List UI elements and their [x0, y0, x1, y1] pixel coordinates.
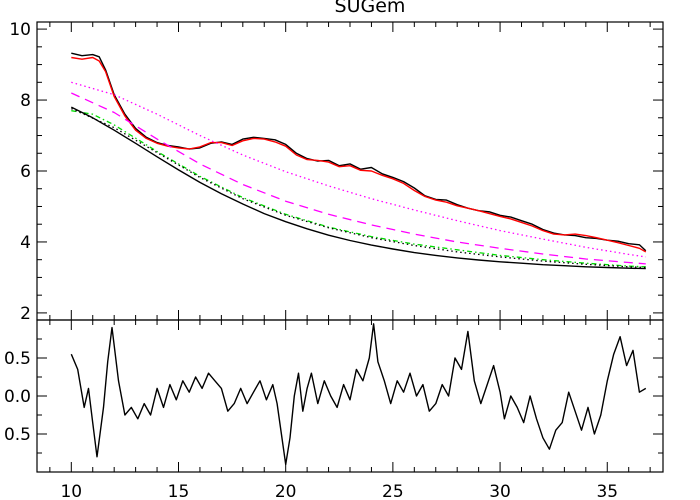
bottom-y-tick-label: 0.5 [4, 425, 31, 445]
top-y-tick-labels: 2 4 6 8 10 [9, 20, 31, 324]
top-y-tick-label: 10 [9, 20, 31, 40]
x-tick-label: 30 [489, 482, 511, 500]
bottom-series-0 [70, 323, 647, 466]
top-panel-ticks [37, 22, 663, 320]
top-series-6 [70, 106, 646, 270]
x-tick-labels: 10 15 20 25 30 35 [60, 482, 618, 500]
x-tick-label: 20 [275, 482, 297, 500]
bottom-panel-series [70, 323, 647, 466]
bottom-y-tick-label: 0.0 [4, 387, 31, 407]
top-y-tick-label: 8 [20, 91, 31, 111]
top-series-3 [71, 92, 646, 265]
x-tick-label: 15 [168, 482, 190, 500]
x-tick-label: 10 [60, 482, 82, 500]
top-series-4 [71, 110, 646, 268]
bottom-y-tick-label: 0.5 [4, 349, 31, 369]
top-series-1 [71, 56, 647, 253]
chart-title: SUGem [335, 0, 406, 17]
bottom-panel-frame [36, 319, 664, 473]
top-panel-series [70, 52, 647, 270]
top-series-2 [71, 81, 646, 258]
top-y-tick-label: 6 [20, 162, 31, 182]
top-panel-frame [36, 21, 664, 321]
x-tick-label: 25 [382, 482, 404, 500]
bottom-panel-ticks [37, 320, 663, 472]
top-series-5 [71, 108, 646, 269]
top-y-tick-label: 4 [20, 233, 31, 253]
bottom-y-tick-labels: 0.5 0.0 0.5 [4, 349, 31, 445]
x-tick-label: 35 [596, 482, 618, 500]
top-y-tick-label: 2 [20, 304, 31, 324]
